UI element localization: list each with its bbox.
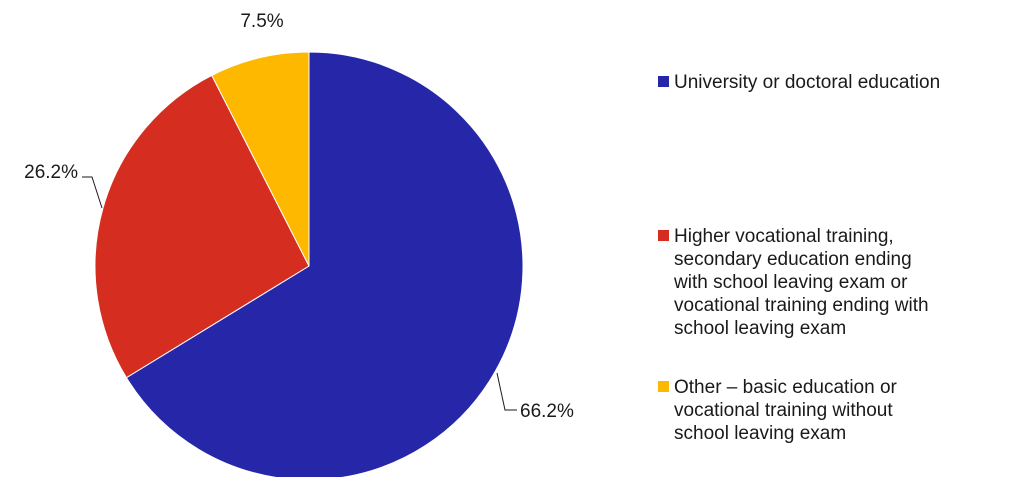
pie-slice-other <box>211 51 310 267</box>
legend-item-university: University or doctoral education <box>658 71 940 94</box>
pie-slice-university <box>125 51 524 477</box>
legend-item-other: Other – basic education or vocational tr… <box>658 376 897 445</box>
legend-swatch-university <box>658 76 669 87</box>
legend-item-higher-vocational: Higher vocational training, secondary ed… <box>658 225 929 340</box>
pie-slices <box>94 51 524 477</box>
leader-lines <box>82 176 517 411</box>
pie-slice-higher-vocational <box>94 74 310 379</box>
legend-label-university: University or doctoral education <box>674 72 941 93</box>
legend-swatch-other <box>658 381 669 392</box>
leader-line-higher-vocational <box>82 176 103 209</box>
data-label-other: 7.5% <box>240 11 283 32</box>
leader-line-university <box>496 372 517 411</box>
data-labels: 66.2% 26.2% 7.5% <box>24 11 574 422</box>
legend-swatch-higher-vocational <box>658 230 669 241</box>
data-label-higher-vocational: 26.2% <box>24 162 78 183</box>
legend-label-higher-vocational: Higher vocational training, secondary ed… <box>674 226 929 339</box>
legend-label-other: Other – basic education or vocational tr… <box>674 377 897 444</box>
data-label-university: 66.2% <box>520 401 574 422</box>
